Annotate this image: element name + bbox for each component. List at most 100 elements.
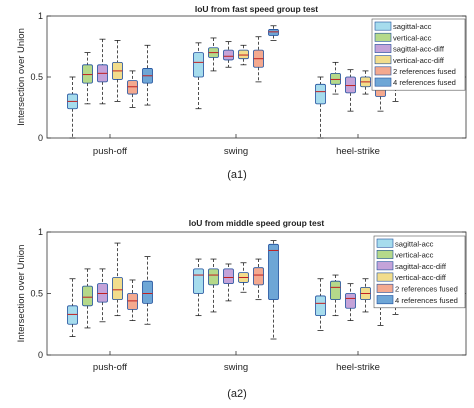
- box-body: [253, 267, 264, 286]
- box-vertical-acc-diff-swing: [238, 262, 249, 293]
- legend-swatch: [376, 250, 394, 259]
- box-body: [315, 83, 326, 105]
- legend-swatch: [374, 77, 392, 87]
- box-body: [223, 49, 234, 61]
- y-axis-label: Intersection over Union: [16, 28, 27, 126]
- legend-entry: vertical-acc: [393, 33, 432, 42]
- legend-swatch: [374, 55, 392, 65]
- box-sagittal-acc-diff-swing: [223, 263, 234, 302]
- box-vertical-acc-diff-heel-strike: [360, 278, 371, 313]
- x-tick-label: push-off: [93, 146, 128, 157]
- legend-swatch: [374, 32, 392, 42]
- legend-swatch: [376, 283, 394, 293]
- box-4-references-fused-swing: [268, 25, 279, 41]
- box-body: [127, 293, 138, 310]
- box-sagittal-acc-heel-strike: [315, 278, 326, 331]
- box-body: [268, 243, 279, 301]
- box-body: [142, 280, 153, 304]
- legend-entry: vertical-acc: [395, 251, 434, 260]
- box-2-references-fused-push-off: [127, 279, 138, 321]
- box-body: [193, 268, 204, 294]
- legend-entry: vertical-acc-diff: [393, 56, 445, 65]
- box-vertical-acc-push-off: [82, 268, 93, 329]
- legend-swatch: [376, 261, 394, 271]
- box-4-references-fused-push-off: [142, 256, 153, 325]
- box-body: [127, 80, 138, 95]
- y-tick-label: 1: [38, 11, 43, 21]
- box-body: [67, 305, 78, 325]
- box-sagittal-acc-push-off: [67, 76, 78, 139]
- chart-panel-2: IoU from middle speed group test 0 0.5 1 Int…: [16, 218, 467, 400]
- box-body: [208, 268, 219, 286]
- x-tick-label: swing: [224, 362, 248, 373]
- x-tick-label: push-off: [93, 362, 128, 373]
- box-body: [82, 285, 93, 307]
- x-tick-label: heel-strike: [336, 146, 380, 157]
- figure-label: (a2): [227, 388, 247, 400]
- box-body: [193, 52, 204, 78]
- box-body: [112, 277, 123, 301]
- box-vertical-acc-diff-heel-strike: [360, 70, 371, 95]
- box-sagittal-acc-diff-push-off: [97, 38, 108, 105]
- legend-entry: 2 references fused: [393, 67, 456, 76]
- box-body: [97, 283, 108, 303]
- box-vertical-acc-diff-push-off: [112, 40, 123, 102]
- legend-swatch: [376, 238, 394, 248]
- box-2-references-fused-swing: [253, 258, 264, 301]
- x-tick-label: swing: [224, 146, 248, 157]
- box-4-references-fused-push-off: [142, 44, 153, 106]
- box-body: [223, 268, 234, 285]
- legend-entry: sagittal-acc-diff: [395, 262, 447, 271]
- box-body: [330, 72, 341, 85]
- box-vertical-acc-heel-strike: [330, 274, 341, 317]
- legend: sagittal-acc vertical-acc sagittal-acc-dif…: [371, 18, 466, 91]
- chart-title: IoU from fast speed group test: [195, 4, 318, 14]
- box-2-references-fused-swing: [253, 36, 264, 83]
- legend-swatch: [376, 272, 394, 282]
- box-sagittal-acc-diff-swing: [223, 41, 234, 68]
- legend-entry: 4 references fused: [395, 296, 458, 305]
- box-vertical-acc-heel-strike: [330, 61, 341, 95]
- box-sagittal-acc-diff-heel-strike: [345, 69, 356, 112]
- figure-label: (a1): [227, 169, 247, 181]
- box-vertical-acc-diff-swing: [238, 44, 249, 66]
- y-tick-label: 0: [38, 133, 43, 143]
- y-axis-label: Intersection over Union: [16, 245, 27, 343]
- y-tick-label: 0.5: [30, 72, 43, 82]
- box-vertical-acc-push-off: [82, 52, 93, 105]
- legend-entry: sagittal-acc: [393, 22, 432, 31]
- box-sagittal-acc-push-off: [67, 278, 78, 337]
- box-body: [330, 280, 341, 301]
- legend-entry: sagittal-acc-diff: [393, 45, 445, 54]
- chart-panel-1: IoU from fast speed group test 0 0.5 1 Inter…: [16, 4, 467, 181]
- box-body: [82, 64, 93, 84]
- box-sagittal-acc-heel-strike: [315, 76, 326, 139]
- box-vertical-acc-diff-push-off: [112, 242, 123, 317]
- legend-swatch: [374, 21, 392, 31]
- y-tick-label: 0.5: [30, 289, 43, 299]
- legend-swatch: [376, 295, 394, 305]
- box-vertical-acc-swing: [208, 258, 219, 313]
- legend-entry: sagittal-acc: [395, 239, 434, 248]
- box-sagittal-acc-diff-push-off: [97, 268, 108, 323]
- box-body: [315, 295, 326, 317]
- box-vertical-acc-swing: [208, 37, 219, 72]
- box-sagittal-acc-swing: [193, 258, 204, 317]
- box-sagittal-acc-swing: [193, 42, 204, 110]
- legend-entry: vertical-acc-diff: [395, 273, 447, 282]
- box-body: [345, 76, 356, 94]
- box-2-references-fused-push-off: [127, 70, 138, 108]
- legend-swatch: [374, 66, 392, 76]
- y-tick-label: 1: [38, 227, 43, 237]
- legend-entry: 4 references fused: [393, 78, 456, 87]
- box-4-references-fused-swing: [268, 240, 279, 340]
- legend-swatch: [374, 44, 392, 53]
- box-body: [238, 49, 249, 60]
- x-tick-label: heel-strike: [336, 362, 380, 373]
- box-body: [345, 293, 356, 309]
- box-sagittal-acc-diff-heel-strike: [345, 283, 356, 321]
- legend-entry: 2 references fused: [395, 285, 458, 294]
- box-body: [268, 29, 279, 36]
